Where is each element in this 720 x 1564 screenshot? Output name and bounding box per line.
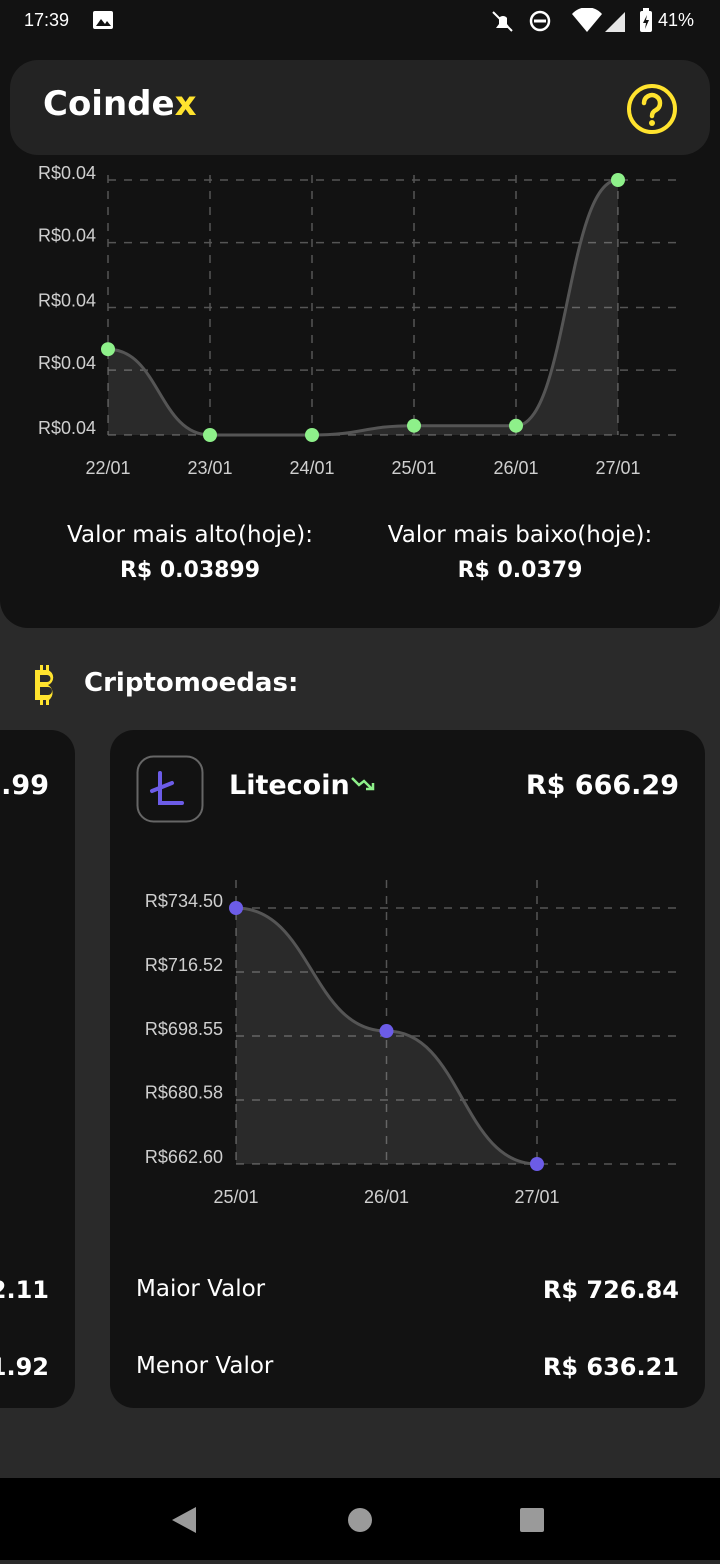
help-button[interactable] — [625, 82, 679, 136]
y-tick-label: R$0.04 — [38, 418, 96, 438]
section-title: Criptomoedas: — [84, 668, 299, 698]
x-tick-label: 22/01 — [85, 458, 130, 478]
x-tick-label: 26/01 — [364, 1187, 409, 1207]
point — [229, 901, 243, 915]
app-title-main: Coinde — [43, 84, 175, 124]
x-tick-label: 23/01 — [187, 458, 232, 478]
status-bar: 17:39 41% — [0, 0, 720, 42]
clock: 17:39 — [24, 10, 70, 30]
x-tick-label: 25/01 — [213, 1187, 258, 1207]
coin-card[interactable]: 1.99 2.11 1.92 — [0, 730, 75, 1408]
coin-price: R$ 666.29 — [525, 770, 679, 801]
x-tick-label: 26/01 — [493, 458, 538, 478]
point — [101, 342, 115, 357]
app-header: Coindex — [10, 60, 710, 155]
point — [305, 428, 319, 442]
point — [407, 418, 421, 433]
min-value: R$ 636.21 — [542, 1353, 679, 1381]
point — [530, 1157, 544, 1171]
y-tick-label: R$0.04 — [38, 353, 96, 373]
x-tick-label: 27/01 — [514, 1187, 559, 1207]
back-button[interactable] — [172, 1507, 196, 1533]
point — [611, 173, 625, 187]
min-value: 1.92 — [0, 1353, 49, 1381]
low-value: R$ 0.0379 — [457, 558, 583, 583]
nav-buttons — [172, 1507, 544, 1533]
y-tick-label: R$0.04 — [38, 290, 96, 310]
recents-button[interactable] — [520, 1508, 544, 1532]
max-value: 2.11 — [0, 1276, 49, 1304]
coin-logo — [136, 755, 204, 823]
coin-name: Litecoin — [229, 770, 350, 801]
battery-icon — [640, 8, 652, 32]
x-tick-label: 24/01 — [289, 458, 334, 478]
y-tick-label: R$734.50 — [145, 891, 223, 911]
y-tick-label: R$716.52 — [145, 955, 223, 975]
status-icons — [492, 8, 625, 32]
x-tick-label: 25/01 — [391, 458, 436, 478]
home-button[interactable] — [348, 1508, 372, 1532]
y-tick-label: R$0.04 — [38, 163, 96, 183]
coin-price: 1.99 — [0, 770, 49, 801]
point — [203, 428, 217, 442]
app-title: Coindex — [43, 84, 197, 124]
y-tick-label: R$698.55 — [145, 1019, 223, 1039]
low-summary: Valor mais baixo(hoje): R$ 0.0379 — [350, 522, 690, 583]
y-tick-label: R$662.60 — [145, 1147, 223, 1167]
bitcoin-icon — [35, 665, 54, 705]
low-label: Valor mais baixo(hoje): — [387, 522, 653, 548]
high-value: R$ 0.03899 — [119, 558, 261, 583]
line — [107, 178, 619, 437]
trend-down-icon — [351, 777, 375, 791]
min-label: Menor Valor — [136, 1353, 274, 1379]
x-tick-label: 27/01 — [595, 458, 640, 478]
point — [509, 418, 523, 433]
high-summary: Valor mais alto(hoje): R$ 0.03899 — [20, 522, 360, 583]
app-title-accent: x — [174, 84, 197, 124]
y-tick-label: R$0.04 — [38, 225, 96, 245]
high-label: Valor mais alto(hoje): — [67, 522, 313, 548]
coin-card[interactable]: Litecoin R$ 666.29 Maior Valor R$ 726.84… — [110, 730, 705, 1408]
gallery-icon — [93, 11, 113, 29]
navigation-bar — [0, 1478, 720, 1560]
max-label: Maior Valor — [136, 1276, 266, 1302]
y-tick-label: R$680.58 — [145, 1083, 223, 1103]
point — [379, 1024, 394, 1039]
area — [108, 180, 618, 435]
max-value: R$ 726.84 — [542, 1276, 679, 1304]
battery-level: 41% — [658, 10, 695, 30]
